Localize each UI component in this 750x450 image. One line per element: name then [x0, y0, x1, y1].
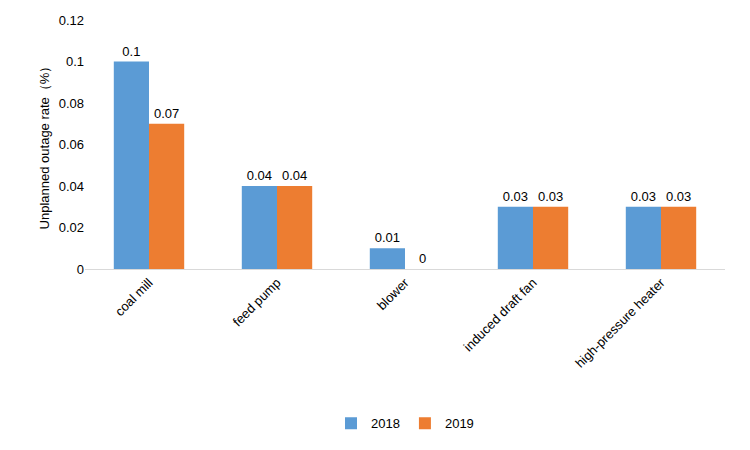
svg-text:0.08: 0.08	[59, 96, 84, 111]
svg-text:0.03: 0.03	[503, 189, 528, 204]
svg-text:0.03: 0.03	[538, 189, 563, 204]
svg-text:coal mill: coal mill	[112, 275, 156, 319]
svg-text:blower: blower	[374, 275, 412, 313]
svg-text:2018: 2018	[371, 416, 400, 431]
svg-text:high-pressure heater: high-pressure heater	[572, 275, 668, 371]
svg-text:0.03: 0.03	[666, 189, 691, 204]
svg-text:induced draft fan: induced draft fan	[461, 275, 540, 354]
svg-text:0: 0	[77, 262, 84, 277]
svg-text:Unplanned outage rate（%）: Unplanned outage rate（%）	[37, 60, 52, 230]
svg-text:0: 0	[419, 251, 426, 266]
svg-text:0.12: 0.12	[59, 13, 84, 28]
svg-text:0.03: 0.03	[631, 189, 656, 204]
svg-text:0.07: 0.07	[154, 106, 179, 121]
svg-text:0.1: 0.1	[66, 54, 84, 69]
svg-text:0.06: 0.06	[59, 137, 84, 152]
svg-text:0.01: 0.01	[375, 230, 400, 245]
svg-text:0.04: 0.04	[247, 168, 272, 183]
svg-text:0.1: 0.1	[122, 44, 140, 59]
svg-text:0.04: 0.04	[282, 168, 307, 183]
svg-text:2019: 2019	[445, 416, 474, 431]
svg-text:0.02: 0.02	[59, 220, 84, 235]
svg-text:0.04: 0.04	[59, 179, 84, 194]
svg-text:feed pump: feed pump	[230, 275, 284, 329]
